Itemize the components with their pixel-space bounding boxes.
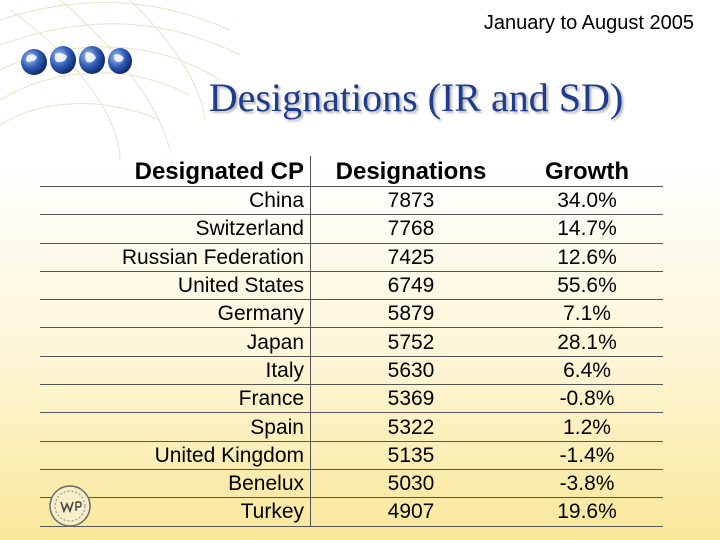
designations-table: Designated CP Designations Growth China …: [40, 156, 663, 527]
cell-growth: 14.7%: [511, 214, 663, 244]
cell-cp: Germany: [40, 299, 311, 328]
table-row: China 7873 34.0%: [40, 185, 663, 215]
table-row: Benelux 5030 -3.8%: [40, 468, 663, 498]
cell-designations: 7425: [310, 242, 511, 272]
cell-growth: -0.8%: [511, 384, 663, 413]
table-row: Russian Federation 7425 12.6%: [40, 242, 663, 272]
table-row: United States 6749 55.6%: [40, 270, 663, 300]
cell-growth: 6.4%: [511, 355, 663, 385]
cell-cp: Switzerland: [40, 214, 311, 244]
table-row: Germany 5879 7.1%: [40, 299, 663, 328]
cell-growth: 55.6%: [511, 270, 663, 300]
cell-designations: 5322: [310, 412, 511, 442]
table-header-row: Designated CP Designations Growth: [40, 156, 663, 187]
cell-growth: -1.4%: [511, 440, 663, 470]
column-header-growth: Growth: [545, 158, 629, 185]
globe-icons: [21, 46, 132, 75]
cell-growth: 1.2%: [511, 412, 663, 442]
cell-growth: 28.1%: [511, 327, 663, 357]
cell-designations: 7768: [310, 214, 511, 244]
cell-growth: 7.1%: [511, 299, 663, 328]
cell-growth: 34.0%: [511, 185, 663, 215]
cell-growth: -3.8%: [511, 468, 663, 498]
table-row: United Kingdom 5135 -1.4%: [40, 440, 663, 470]
cell-designations: 6749: [310, 270, 511, 300]
cell-cp: Italy: [40, 355, 311, 385]
cell-cp: Russian Federation: [40, 242, 311, 272]
date-range: January to August 2005: [483, 12, 694, 34]
column-header-designations: Designations: [335, 158, 487, 185]
cell-growth: 19.6%: [511, 497, 663, 527]
cell-cp: Japan: [40, 327, 311, 357]
cell-cp: Spain: [40, 412, 311, 442]
table-row: Japan 5752 28.1%: [40, 327, 663, 357]
slide-title: Designations (IR and SD): [208, 75, 624, 120]
cell-designations: 5752: [310, 327, 511, 357]
table-row: Turkey 4907 19.6%: [40, 497, 663, 527]
table-row: Spain 5322 1.2%: [40, 412, 663, 442]
column-header-cp: Designated CP: [40, 156, 311, 187]
cell-designations: 5135: [310, 440, 511, 470]
cell-designations: 5369: [310, 384, 511, 413]
table-row: Italy 5630 6.4%: [40, 355, 663, 385]
cell-designations: 5879: [310, 299, 511, 328]
cell-designations: 4907: [310, 497, 511, 527]
cell-designations: 5030: [310, 468, 511, 498]
cell-cp: United Kingdom: [40, 440, 311, 470]
table-row: France 5369 -0.8%: [40, 384, 663, 413]
cell-cp: United States: [40, 270, 311, 300]
cell-cp: France: [40, 384, 311, 413]
cell-cp: China: [40, 185, 311, 215]
table-row: Switzerland 7768 14.7%: [40, 214, 663, 244]
cell-designations: 5630: [310, 355, 511, 385]
wipo-emblem: [49, 485, 91, 527]
cell-growth: 12.6%: [511, 242, 663, 272]
cell-designations: 7873: [310, 185, 511, 215]
